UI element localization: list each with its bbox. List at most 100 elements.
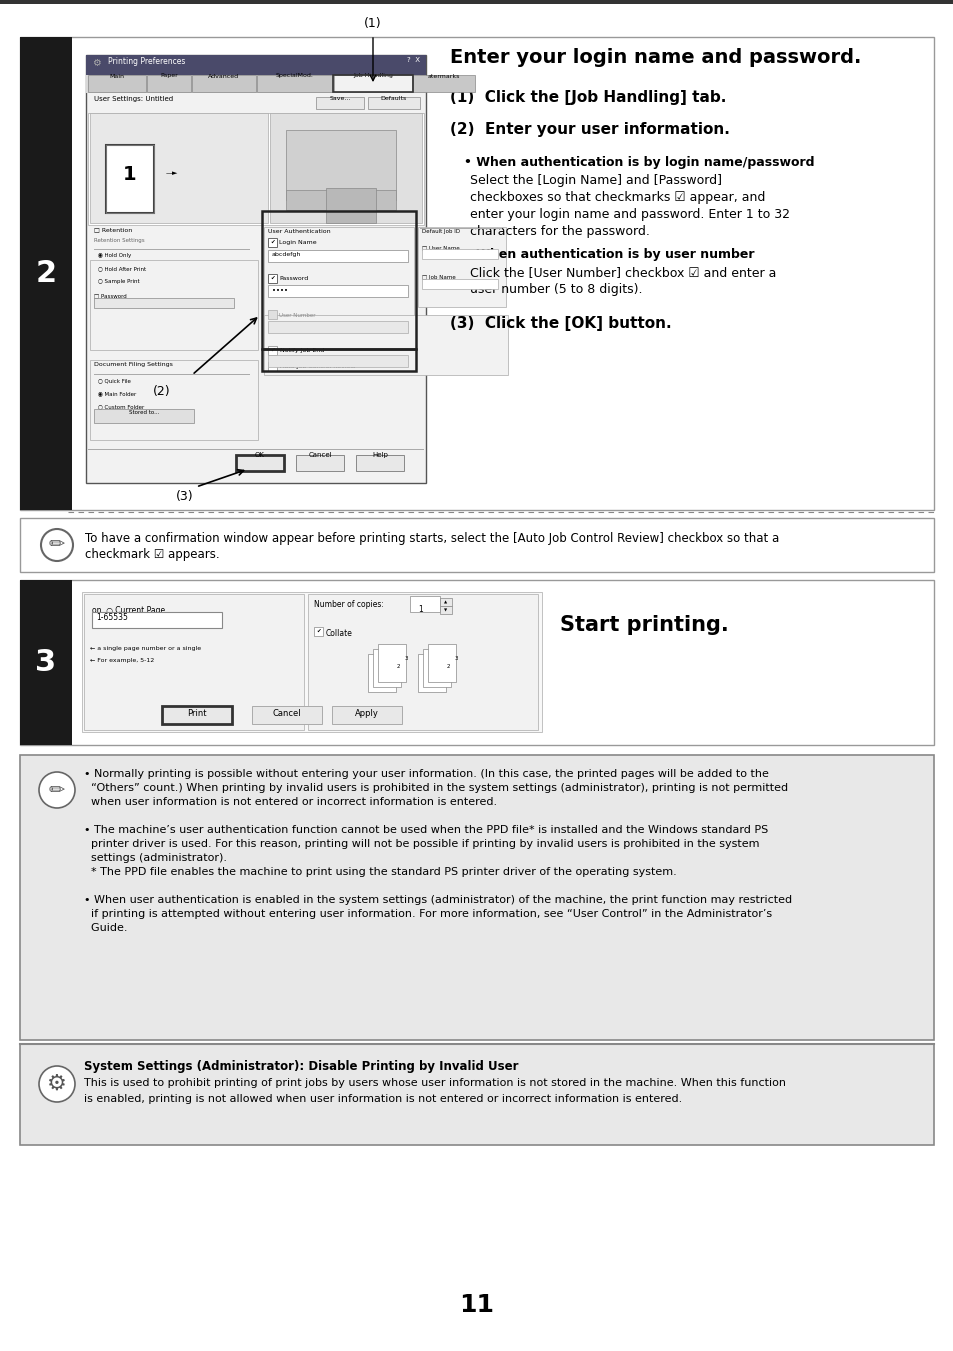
Text: □ Retention: □ Retention [94,227,132,232]
Text: Help: Help [372,453,388,458]
Bar [295,455,344,471]
Bar [82,592,541,732]
Bar [20,1044,933,1146]
Text: Paper: Paper [160,73,177,78]
Text: 1: 1 [388,673,392,677]
Text: Apply: Apply [355,709,378,719]
Text: (3): (3) [176,490,193,503]
Text: □ Password: □ Password [94,293,127,299]
Bar [147,76,191,92]
Bar [410,596,439,612]
Text: ○ Sample Print: ○ Sample Print [98,280,139,284]
Text: 2: 2 [446,665,449,670]
Bar [268,274,276,282]
Text: ← a single page number or a single: ← a single page number or a single [90,646,201,651]
Bar [264,227,414,347]
Bar [86,55,426,76]
Text: is enabled, printing is not allowed when user information is not entered or inco: is enabled, printing is not allowed when… [84,1094,681,1104]
Text: atermarks: atermarks [427,73,459,78]
Bar [94,409,193,423]
Text: ?  X: ? X [407,57,419,63]
Bar [20,36,933,509]
Bar [315,97,364,109]
Bar [94,299,233,308]
Text: Start printing.: Start printing. [559,615,728,635]
Text: □ User Name: □ User Name [421,245,459,250]
Bar [106,145,153,213]
Text: ▲: ▲ [444,601,447,605]
Text: Default Job ID: Default Job ID [421,230,459,234]
Text: 1: 1 [123,166,136,185]
Text: User Authentication: User Authentication [268,230,331,234]
Bar [333,76,413,92]
Text: OK: OK [254,453,265,458]
Bar [332,707,401,724]
Text: printer driver is used. For this reason, printing will not be possible if printi: printer driver is used. For this reason,… [84,839,759,848]
Text: ✏: ✏ [49,781,65,800]
Text: when user information is not entered or incorrect information is entered.: when user information is not entered or … [84,797,497,807]
Text: Enter your login name and password.: Enter your login name and password. [450,49,861,68]
Bar [286,130,395,200]
Circle shape [41,530,73,561]
Text: Document Filing Settings: Document Filing Settings [94,362,172,367]
Bar [314,627,323,636]
Text: ✏: ✏ [49,535,65,554]
Bar [262,349,416,372]
Text: Login Name: Login Name [278,240,316,245]
Text: * The PPD file enables the machine to print using the standard PS printer driver: * The PPD file enables the machine to pr… [84,867,676,877]
Bar [88,113,423,226]
Text: (2)  Enter your user information.: (2) Enter your user information. [450,122,729,136]
Bar [417,227,505,307]
Bar [91,612,222,628]
Bar [235,455,284,471]
Text: ○ Custom Folder: ○ Custom Folder [98,404,144,409]
Circle shape [39,771,75,808]
Bar [252,707,322,724]
Text: (1): (1) [364,16,381,30]
Text: (1)  Click the [Job Handling] tab.: (1) Click the [Job Handling] tab. [450,91,725,105]
Bar [268,285,408,297]
Bar [268,322,408,332]
Bar [413,76,475,92]
Text: 3: 3 [454,657,457,662]
Text: 1: 1 [417,605,422,613]
Text: To have a confirmation window appear before printing starts, select the [Auto Jo: To have a confirmation window appear bef… [85,532,779,544]
Bar [268,355,408,367]
Text: ○ Hold After Print: ○ Hold After Print [98,266,146,272]
Text: Stored to...: Stored to... [129,409,159,415]
Bar [90,113,268,223]
Bar [368,97,419,109]
Bar [268,250,408,262]
Text: System Settings (Administrator): Disable Printing by Invalid User: System Settings (Administrator): Disable… [84,1061,518,1073]
Bar [90,259,257,350]
Bar [90,359,257,440]
Text: abcdefgh: abcdefgh [272,253,301,257]
Bar [88,95,423,111]
Bar [268,238,276,247]
Bar [86,55,426,484]
Text: User Settings: Untitled: User Settings: Untitled [94,96,172,101]
Bar [256,76,333,92]
Text: ✔: ✔ [315,630,320,634]
Text: User Number: User Number [278,313,315,317]
Bar [326,188,375,223]
Bar [192,76,255,92]
Text: (2): (2) [153,385,171,399]
Text: enter your login name and password. Enter 1 to 32: enter your login name and password. Ente… [470,208,789,222]
Text: ✔: ✔ [270,349,274,353]
Bar [268,346,276,355]
Text: ✔: ✔ [270,240,274,245]
Bar [20,580,71,744]
Text: • When user authentication is enabled in the system settings (administrator) of : • When user authentication is enabled in… [84,894,791,905]
Bar [270,113,421,223]
Bar [262,211,416,349]
Bar [428,644,456,682]
Text: 1-65535: 1-65535 [96,613,128,621]
Bar [264,315,507,376]
Text: • The machine’s user authentication function cannot be used when the PPD file* i: • The machine’s user authentication func… [84,825,767,835]
Bar [286,190,395,209]
Text: ▼: ▼ [444,608,447,612]
Text: This is used to prohibit printing of print jobs by users whose user information : This is used to prohibit printing of pri… [84,1078,785,1088]
Circle shape [39,1066,75,1102]
Text: 1: 1 [437,673,441,677]
